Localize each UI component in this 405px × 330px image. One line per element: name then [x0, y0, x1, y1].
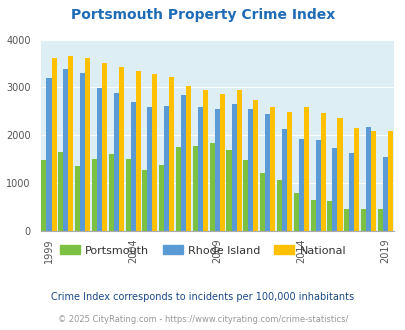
- Bar: [51, 58, 56, 231]
- Bar: [315, 140, 320, 231]
- Bar: [63, 69, 68, 231]
- Bar: [169, 78, 174, 231]
- Bar: [175, 147, 181, 231]
- Bar: [46, 78, 51, 231]
- Bar: [80, 73, 85, 231]
- Bar: [97, 88, 102, 231]
- Bar: [337, 117, 342, 231]
- Bar: [377, 210, 382, 231]
- Bar: [332, 148, 337, 231]
- Bar: [286, 112, 291, 231]
- Bar: [75, 166, 80, 231]
- Bar: [281, 129, 286, 231]
- Bar: [382, 157, 387, 231]
- Bar: [135, 71, 140, 231]
- Bar: [68, 56, 73, 231]
- Bar: [348, 152, 354, 231]
- Bar: [159, 165, 164, 231]
- Bar: [202, 90, 207, 231]
- Text: © 2025 CityRating.com - https://www.cityrating.com/crime-statistics/: © 2025 CityRating.com - https://www.city…: [58, 315, 347, 324]
- Bar: [236, 90, 241, 231]
- Bar: [102, 63, 107, 231]
- Text: Portsmouth Property Crime Index: Portsmouth Property Crime Index: [71, 8, 334, 22]
- Bar: [231, 104, 236, 231]
- Bar: [214, 110, 219, 231]
- Bar: [219, 94, 224, 231]
- Bar: [243, 160, 248, 231]
- Bar: [370, 131, 375, 231]
- Bar: [360, 209, 365, 231]
- Bar: [365, 127, 370, 231]
- Bar: [185, 86, 191, 231]
- Bar: [264, 114, 270, 231]
- Bar: [276, 180, 281, 231]
- Bar: [298, 139, 303, 231]
- Bar: [320, 113, 325, 231]
- Bar: [226, 150, 231, 231]
- Bar: [181, 95, 185, 231]
- Bar: [164, 106, 169, 231]
- Bar: [253, 100, 258, 231]
- Bar: [85, 58, 90, 231]
- Bar: [310, 200, 315, 231]
- Bar: [209, 143, 214, 231]
- Bar: [125, 159, 130, 231]
- Text: Crime Index corresponds to incidents per 100,000 inhabitants: Crime Index corresponds to incidents per…: [51, 292, 354, 302]
- Bar: [119, 67, 124, 231]
- Bar: [248, 110, 253, 231]
- Bar: [354, 128, 358, 231]
- Bar: [303, 107, 308, 231]
- Bar: [109, 154, 113, 231]
- Bar: [92, 159, 97, 231]
- Bar: [192, 146, 197, 231]
- Bar: [326, 201, 332, 231]
- Bar: [260, 173, 264, 231]
- Bar: [41, 160, 46, 231]
- Bar: [293, 193, 298, 231]
- Bar: [197, 107, 202, 231]
- Bar: [152, 74, 157, 231]
- Bar: [269, 107, 275, 231]
- Bar: [113, 93, 119, 231]
- Bar: [58, 151, 63, 231]
- Bar: [387, 131, 392, 231]
- Bar: [147, 107, 152, 231]
- Legend: Portsmouth, Rhode Island, National: Portsmouth, Rhode Island, National: [55, 241, 350, 260]
- Bar: [130, 102, 135, 231]
- Bar: [142, 170, 147, 231]
- Bar: [343, 209, 348, 231]
